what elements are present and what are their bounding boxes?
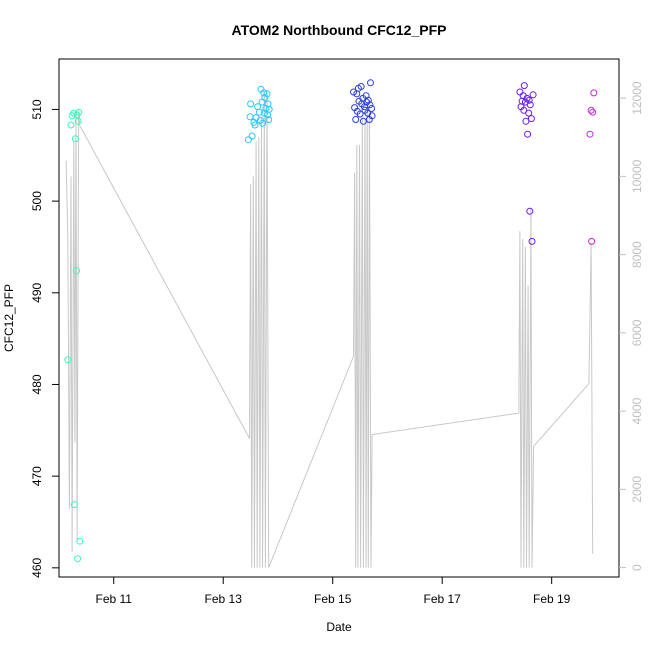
y-tick-label-5: 510 bbox=[30, 99, 44, 119]
data-point-s4-12 bbox=[525, 96, 533, 104]
data-point-s1-9 bbox=[74, 555, 82, 563]
data-point-s2-18 bbox=[263, 90, 271, 98]
data-point-s5-3 bbox=[588, 237, 596, 245]
data-point-s2-6 bbox=[251, 121, 259, 129]
data-point-s3-3 bbox=[352, 116, 360, 123]
data-point-s1-5 bbox=[70, 501, 78, 509]
data-point-s2-13 bbox=[259, 119, 267, 127]
x-tick-label-3: Feb 17 bbox=[424, 592, 462, 606]
data-point-s2-4 bbox=[248, 132, 256, 140]
data-point-s1-6 bbox=[71, 135, 79, 143]
x-axis: Feb 11 Feb 13 Feb 15 Feb 17 Feb 19 bbox=[96, 577, 571, 606]
data-point-s1-7 bbox=[73, 267, 80, 275]
data-point-s2-21 bbox=[265, 116, 273, 123]
data-points-layer bbox=[64, 79, 598, 563]
data-point-s4-10 bbox=[524, 130, 532, 138]
right-axis: 0 2000 4000 6000 8000 10000 12000 bbox=[619, 81, 644, 571]
data-point-s2-2 bbox=[246, 113, 254, 121]
data-point-s4-14 bbox=[526, 101, 534, 109]
y-tick-label-3: 490 bbox=[30, 282, 44, 302]
y-tick-label-0: 460 bbox=[30, 557, 44, 577]
data-point-s2-16 bbox=[261, 94, 269, 101]
data-point-s4-1 bbox=[516, 88, 524, 96]
data-point-s1-10 bbox=[74, 117, 82, 125]
data-point-s3-18 bbox=[364, 96, 372, 104]
data-point-s2-9 bbox=[255, 108, 263, 116]
data-point-s1-2 bbox=[67, 121, 75, 129]
x-tick-label-2: Feb 15 bbox=[314, 592, 352, 606]
y2-tick-label-4: 8000 bbox=[630, 241, 644, 268]
y-tick-label-4: 500 bbox=[30, 191, 44, 211]
x-tick-label-0: Feb 11 bbox=[96, 592, 133, 606]
data-point-s5-1 bbox=[586, 130, 594, 138]
y-tick-label-1: 470 bbox=[30, 466, 44, 486]
data-point-s2-22 bbox=[265, 105, 273, 113]
data-point-s3-9 bbox=[357, 83, 365, 90]
altitude-line bbox=[65, 90, 594, 568]
data-point-s4-9 bbox=[523, 94, 531, 102]
data-point-s2-3 bbox=[247, 100, 255, 108]
data-point-s3-1 bbox=[350, 88, 357, 96]
data-point-s2-15 bbox=[260, 109, 268, 117]
data-point-s1-4 bbox=[70, 109, 78, 117]
plot-area bbox=[58, 58, 620, 578]
data-point-s4-13 bbox=[526, 207, 534, 215]
data-point-s3-22 bbox=[368, 105, 376, 112]
x-tick-label-1: Feb 13 bbox=[205, 592, 243, 606]
y-tick-label-2: 480 bbox=[30, 374, 44, 394]
data-point-s2-14 bbox=[260, 89, 268, 97]
y-axis: 460 470 480 490 500 510 bbox=[30, 99, 59, 578]
data-point-s5-5 bbox=[590, 89, 598, 97]
data-point-s5-4 bbox=[589, 108, 597, 116]
data-point-s1-11 bbox=[75, 108, 83, 116]
data-point-s4-16 bbox=[528, 237, 536, 245]
y2-tick-label-1: 2000 bbox=[630, 476, 644, 503]
y2-tick-label-6: 12000 bbox=[630, 81, 644, 115]
data-point-s1-1 bbox=[64, 356, 72, 364]
y2-tick-label-5: 10000 bbox=[630, 159, 644, 193]
data-point-s4-8 bbox=[522, 117, 530, 125]
y2-tick-label-0: 0 bbox=[630, 564, 644, 571]
data-point-s3-23 bbox=[368, 112, 376, 120]
data-point-s5-2 bbox=[587, 106, 595, 114]
y2-tick-label-3: 6000 bbox=[630, 319, 644, 346]
y2-tick-label-2: 4000 bbox=[630, 397, 644, 424]
data-point-s2-1 bbox=[244, 136, 252, 144]
data-point-s1-12 bbox=[76, 537, 84, 545]
data-point-s3-21 bbox=[367, 79, 374, 87]
y-axis-label: CFC12_PFP bbox=[2, 284, 16, 352]
chart-title: ATOM2 Northbound CFC12_PFP bbox=[232, 22, 447, 38]
data-point-s4-6 bbox=[520, 82, 528, 90]
data-point-s4-15 bbox=[527, 115, 535, 123]
altitude-line-layer bbox=[65, 90, 594, 568]
x-axis-label: Date bbox=[326, 620, 352, 634]
data-point-s4-11 bbox=[525, 109, 533, 117]
data-point-s3-20 bbox=[366, 101, 374, 109]
data-point-s3-8 bbox=[356, 110, 364, 118]
x-tick-label-4: Feb 19 bbox=[533, 592, 571, 606]
data-point-s4-17 bbox=[529, 91, 537, 99]
